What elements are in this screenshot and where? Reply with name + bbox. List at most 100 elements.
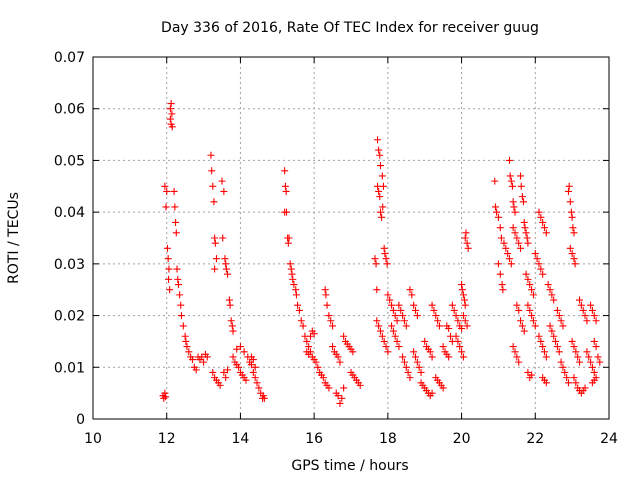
data-point bbox=[211, 234, 219, 242]
data-point bbox=[371, 255, 379, 263]
data-point bbox=[499, 286, 507, 294]
data-point bbox=[284, 239, 292, 247]
data-point bbox=[515, 239, 523, 247]
data-point bbox=[494, 213, 502, 221]
chart-title: Day 336 of 2016, Rate Of TEC Index for r… bbox=[161, 20, 539, 36]
data-point bbox=[548, 327, 556, 335]
data-point bbox=[458, 348, 466, 356]
data-point bbox=[319, 374, 327, 382]
data-point bbox=[290, 281, 298, 289]
data-point bbox=[528, 286, 536, 294]
data-point bbox=[561, 368, 569, 376]
data-point bbox=[509, 198, 517, 206]
data-point bbox=[323, 301, 331, 309]
data-point bbox=[221, 255, 229, 263]
data-point bbox=[166, 105, 174, 113]
data-point bbox=[522, 229, 530, 237]
data-point bbox=[564, 187, 572, 195]
data-point bbox=[251, 374, 259, 382]
data-point bbox=[334, 353, 342, 361]
data-point bbox=[459, 312, 467, 320]
data-point bbox=[539, 270, 547, 278]
data-point bbox=[166, 286, 174, 294]
data-point bbox=[517, 182, 525, 190]
data-point bbox=[189, 356, 197, 364]
data-point bbox=[400, 358, 408, 366]
data-point bbox=[292, 291, 300, 299]
data-point bbox=[399, 312, 407, 320]
data-point bbox=[381, 250, 389, 258]
data-point bbox=[281, 182, 289, 190]
data-point bbox=[356, 381, 364, 389]
data-point bbox=[462, 229, 470, 237]
data-point bbox=[389, 306, 397, 314]
data-point bbox=[458, 286, 466, 294]
data-point bbox=[412, 353, 419, 361]
data-point bbox=[563, 374, 571, 382]
data-point bbox=[373, 286, 381, 294]
data-point bbox=[568, 250, 576, 258]
data-point bbox=[165, 275, 173, 283]
data-point bbox=[568, 213, 576, 221]
data-point bbox=[185, 348, 193, 356]
data-point bbox=[410, 348, 418, 356]
x-axis-label: GPS time / hours bbox=[291, 458, 408, 474]
data-point bbox=[314, 363, 322, 371]
data-point bbox=[208, 167, 216, 175]
data-point bbox=[513, 353, 521, 361]
data-point bbox=[439, 384, 447, 392]
data-point bbox=[163, 187, 171, 195]
data-point bbox=[555, 348, 563, 356]
y-tick-label: 0.03 bbox=[54, 257, 85, 273]
data-point bbox=[522, 270, 530, 278]
data-point bbox=[515, 306, 523, 314]
data-point bbox=[378, 172, 386, 180]
data-point bbox=[336, 358, 344, 366]
data-point bbox=[171, 203, 179, 211]
data-point bbox=[504, 250, 512, 258]
data-point bbox=[555, 312, 563, 320]
data-point bbox=[168, 110, 176, 118]
data-point bbox=[408, 291, 416, 299]
data-point bbox=[192, 366, 200, 374]
data-point bbox=[282, 187, 290, 195]
data-point bbox=[305, 343, 313, 351]
data-point bbox=[210, 198, 218, 206]
data-point bbox=[349, 348, 357, 356]
data-point bbox=[372, 260, 380, 268]
data-point bbox=[509, 224, 517, 232]
data-point bbox=[380, 337, 388, 345]
data-point bbox=[393, 317, 401, 325]
data-point bbox=[518, 322, 526, 330]
data-point bbox=[222, 260, 230, 268]
data-point bbox=[179, 322, 187, 330]
data-point bbox=[289, 275, 297, 283]
data-point bbox=[172, 229, 180, 237]
data-point bbox=[496, 224, 504, 232]
data-point bbox=[303, 337, 311, 345]
data-point bbox=[491, 203, 499, 211]
y-tick-label: 0.02 bbox=[54, 309, 85, 325]
data-point bbox=[386, 296, 394, 304]
data-point bbox=[378, 213, 386, 221]
data-point bbox=[382, 343, 390, 351]
data-point bbox=[524, 239, 532, 247]
data-point bbox=[404, 368, 412, 376]
data-point bbox=[209, 182, 217, 190]
data-point bbox=[566, 198, 574, 206]
x-tick-label: 14 bbox=[232, 431, 250, 447]
data-point bbox=[378, 332, 386, 340]
tick-labels: 10 12 14 16 18 20 22 24 0 0.01 0.02 0.03 0.04 0.05 0.0… bbox=[54, 50, 618, 447]
data-point bbox=[295, 306, 303, 314]
data-point bbox=[526, 306, 534, 314]
data-point bbox=[402, 363, 410, 371]
data-point bbox=[594, 353, 602, 361]
data-point bbox=[227, 317, 235, 325]
data-point bbox=[524, 301, 532, 309]
data-point bbox=[517, 172, 525, 180]
data-point bbox=[572, 379, 580, 387]
data-point bbox=[553, 306, 561, 314]
data-point bbox=[251, 363, 259, 371]
data-point bbox=[592, 317, 600, 325]
data-point bbox=[550, 332, 558, 340]
